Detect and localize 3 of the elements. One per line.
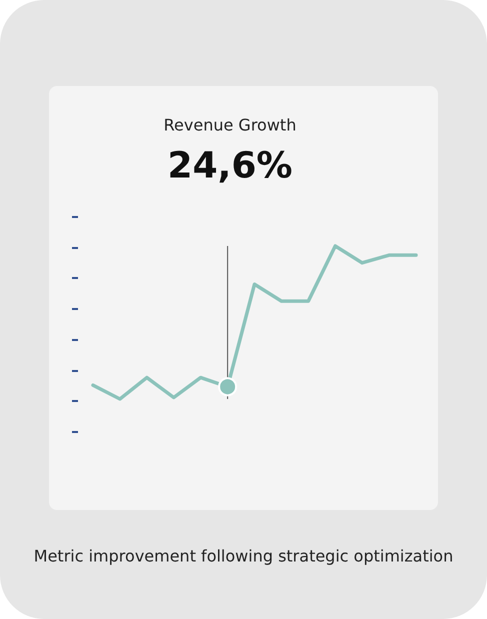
chart-subtitle: 24,6% <box>168 146 292 186</box>
chart-title: Revenue Growth <box>164 116 296 134</box>
text: Metric improvement following strategic optimization <box>34 546 454 566</box>
